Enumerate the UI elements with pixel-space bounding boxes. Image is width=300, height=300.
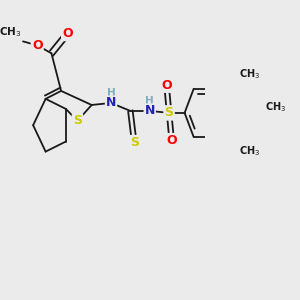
- Text: O: O: [62, 27, 73, 40]
- Text: CH$_3$: CH$_3$: [238, 68, 260, 81]
- Text: N: N: [145, 104, 155, 117]
- Text: O: O: [161, 79, 172, 92]
- Text: S: S: [130, 136, 139, 149]
- Text: O: O: [32, 39, 43, 52]
- Text: H: H: [106, 88, 116, 98]
- Text: CH$_3$: CH$_3$: [238, 145, 260, 158]
- Text: O: O: [167, 134, 177, 147]
- Text: N: N: [106, 97, 116, 110]
- Text: S: S: [165, 106, 174, 119]
- Text: CH$_3$: CH$_3$: [265, 100, 286, 114]
- Text: S: S: [73, 114, 82, 127]
- Text: CH$_3$: CH$_3$: [0, 26, 22, 39]
- Text: H: H: [146, 96, 154, 106]
